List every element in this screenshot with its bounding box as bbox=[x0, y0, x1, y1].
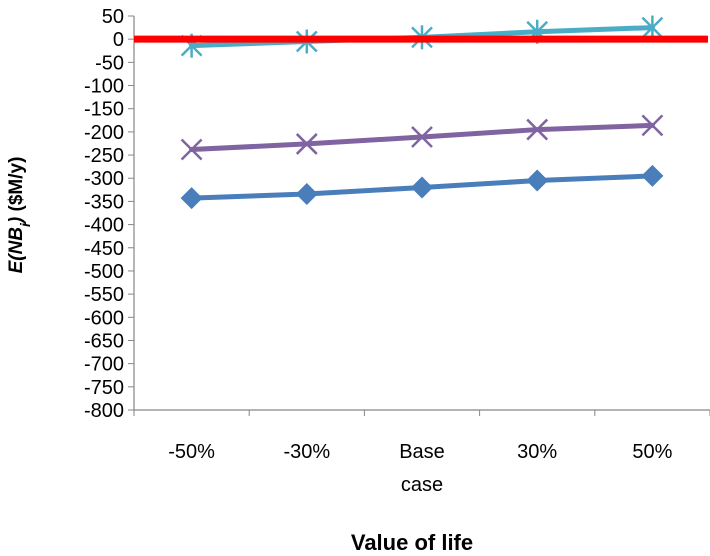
data-point-marker bbox=[411, 126, 433, 148]
data-point-marker bbox=[180, 138, 203, 161]
x-tick-label: 30% bbox=[517, 441, 557, 463]
y-tick-label: -250 bbox=[84, 145, 124, 167]
y-tick-label: -400 bbox=[84, 215, 124, 237]
y-tick-label: -750 bbox=[84, 377, 124, 399]
y-tick-label: -100 bbox=[84, 76, 124, 98]
data-point-marker bbox=[295, 133, 318, 155]
y-tick-label: -200 bbox=[84, 122, 124, 144]
data-point-marker bbox=[641, 114, 664, 137]
y-tick-label: -350 bbox=[84, 191, 124, 213]
data-point-marker bbox=[641, 15, 664, 40]
y-tick-label: -500 bbox=[84, 261, 124, 283]
y-tick-label: -450 bbox=[84, 238, 124, 260]
y-axis-title: E(NBi) ($M/y) bbox=[6, 157, 33, 274]
y-tick-label: -50 bbox=[95, 52, 124, 74]
y-tick-label: -600 bbox=[84, 307, 124, 329]
series-2 bbox=[180, 114, 664, 161]
y-tick-label: -300 bbox=[84, 168, 124, 190]
y-tick-label: -700 bbox=[84, 354, 124, 376]
data-point-marker bbox=[411, 176, 433, 199]
x-tick-label: -30% bbox=[283, 441, 330, 463]
series-1 bbox=[180, 164, 664, 210]
series-layer bbox=[180, 15, 664, 210]
data-point-marker bbox=[295, 182, 318, 205]
data-point-marker bbox=[526, 118, 549, 141]
x-tick-label: -50% bbox=[168, 441, 215, 463]
y-tick-label: -150 bbox=[84, 99, 124, 121]
x-tick-label: 50% bbox=[632, 441, 672, 463]
x-axis-title: Value of life bbox=[351, 530, 473, 555]
x-axis-ticks: -50% -30% Base case 30% 50% bbox=[133, 410, 710, 496]
data-point-marker bbox=[526, 169, 549, 192]
y-tick-label: 0 bbox=[113, 29, 124, 51]
data-point-marker bbox=[641, 164, 664, 187]
y-tick-label: 50 bbox=[102, 6, 124, 28]
y-tick-label: -800 bbox=[84, 400, 124, 422]
x-tick-label: Base case bbox=[399, 441, 445, 496]
y-tick-label: -550 bbox=[84, 284, 124, 306]
y-axis-ticks: 500-50-100-150-200-250-300-350-400-450-5… bbox=[84, 6, 134, 422]
y-tick-label: -650 bbox=[84, 330, 124, 352]
data-point-marker bbox=[180, 187, 203, 210]
